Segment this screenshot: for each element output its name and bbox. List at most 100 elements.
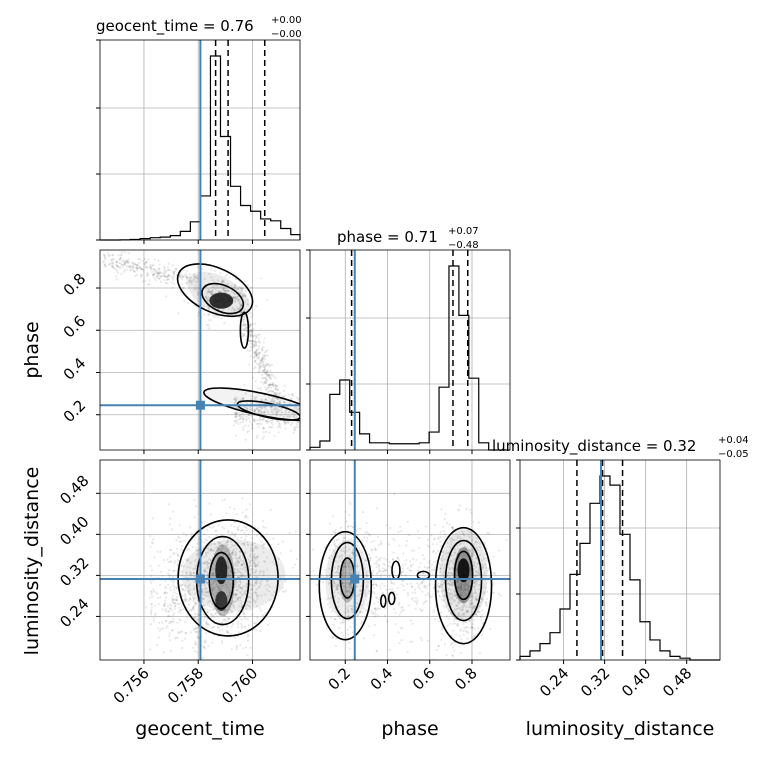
sample-point (474, 584, 477, 587)
sample-point (196, 300, 200, 303)
sample-point (205, 560, 208, 564)
sample-point (375, 596, 378, 599)
sample-point (243, 315, 246, 318)
sample-point (240, 563, 244, 567)
sample-point (255, 351, 258, 354)
sample-point (456, 537, 459, 540)
sample-point (175, 587, 179, 590)
sample-point (206, 594, 209, 597)
sample-point (127, 260, 130, 264)
sample-point (235, 593, 238, 596)
sample-point (238, 525, 241, 528)
sample-point (201, 304, 204, 307)
sample-point (173, 561, 176, 565)
sample-point (260, 357, 263, 360)
sample-point (186, 565, 189, 568)
sample-point (234, 550, 237, 553)
sample-point (213, 316, 216, 319)
sample-point (252, 334, 255, 337)
sample-point (460, 588, 463, 591)
sample-point (372, 539, 375, 542)
sample-point (476, 615, 479, 618)
sample-point (167, 273, 170, 276)
sample-point (158, 270, 161, 273)
sample-point (274, 407, 277, 410)
sample-point (237, 570, 240, 573)
truth-marker (195, 400, 205, 410)
sample-point (206, 529, 209, 532)
sample-point (462, 626, 465, 629)
sample-point (222, 286, 225, 289)
sample-point (251, 594, 254, 597)
sample-point (194, 284, 197, 287)
sample-point (345, 565, 348, 568)
sample-point (251, 339, 254, 342)
sample-point (224, 289, 227, 292)
sample-point (202, 604, 205, 607)
sample-point (175, 539, 178, 542)
sample-point (241, 416, 244, 419)
sample-point (450, 572, 453, 575)
sample-point (171, 276, 174, 280)
sample-point (246, 618, 249, 621)
sample-point (205, 581, 209, 584)
sample-point (212, 573, 215, 576)
sample-point (215, 545, 218, 549)
sample-point (252, 340, 255, 343)
sample-point (254, 591, 257, 594)
sample-point (227, 566, 230, 570)
sample-point (464, 605, 467, 608)
sample-point (463, 545, 466, 549)
sample-point (189, 277, 192, 280)
sample-point (341, 596, 344, 600)
sample-point (263, 337, 266, 340)
sample-point (202, 597, 205, 601)
sample-point (263, 381, 266, 384)
sample-point (237, 414, 240, 417)
sample-point (337, 556, 340, 559)
sample-point (492, 591, 495, 594)
sample-point (241, 397, 244, 400)
sample-point (213, 542, 216, 546)
sample-point (213, 285, 216, 288)
sample-point (182, 607, 185, 610)
sample-point (251, 584, 254, 588)
sample-point (349, 561, 352, 564)
sample-point (477, 626, 480, 629)
sample-point (472, 551, 476, 555)
sample-point (212, 583, 215, 586)
sample-point (468, 619, 471, 623)
sample-point (259, 406, 262, 409)
sample-point (145, 261, 148, 264)
sample-point (171, 629, 174, 632)
sample-point (234, 421, 237, 424)
sample-point (235, 556, 238, 559)
sample-point (211, 526, 214, 529)
sample-point (357, 603, 360, 606)
sample-point (115, 263, 118, 266)
sample-point (270, 390, 273, 393)
sample-point (193, 603, 196, 606)
sample-point (180, 540, 183, 543)
sample-point (138, 266, 141, 269)
sample-point (347, 598, 350, 601)
sample-point (204, 607, 207, 610)
sample-point (141, 259, 144, 262)
axes-frame (309, 249, 511, 451)
sample-point (404, 574, 407, 577)
sample-point (457, 585, 460, 588)
sample-point (244, 424, 247, 427)
sample-point (181, 276, 184, 279)
sample-point (125, 259, 128, 262)
sample-point (328, 522, 332, 525)
sample-point (237, 621, 240, 624)
sample-point (213, 612, 216, 616)
sample-point (474, 570, 478, 573)
sample-point (460, 553, 463, 556)
sample-point (347, 585, 351, 588)
sample-point (378, 584, 381, 587)
sample-point (223, 538, 226, 541)
sample-point (245, 604, 248, 607)
sample-point (268, 590, 271, 593)
sample-point (162, 558, 165, 562)
